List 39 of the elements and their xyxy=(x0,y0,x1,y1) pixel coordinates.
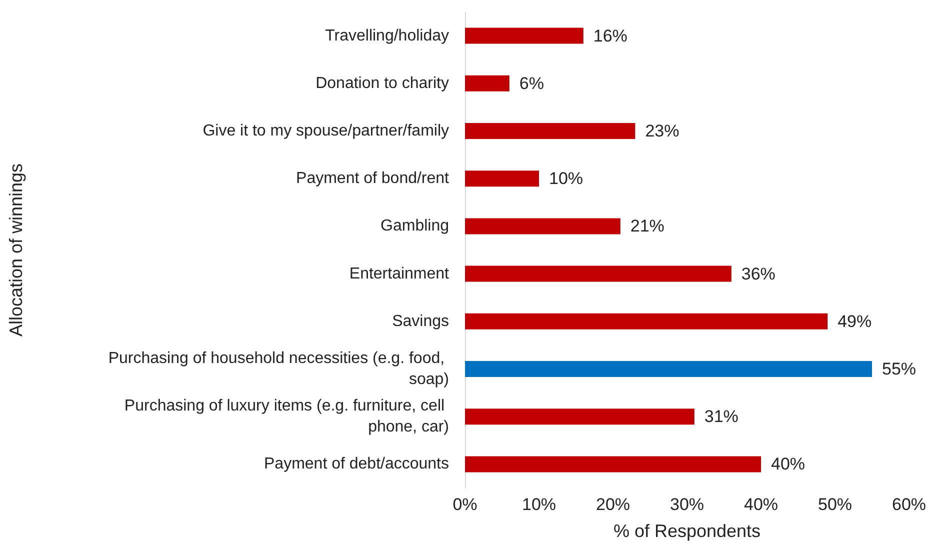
y-tick-label: Purchasing of household necessities (e.g. food, soap) xyxy=(108,350,449,388)
bar xyxy=(465,170,539,187)
bar xyxy=(465,28,584,44)
bar xyxy=(465,313,828,330)
x-tick-label: 0% xyxy=(452,495,478,514)
bar xyxy=(465,361,872,377)
x-tick-label: 10% xyxy=(522,495,556,514)
bar xyxy=(465,456,761,472)
y-axis-title: Allocation of winnings xyxy=(6,163,26,337)
x-tick-label: 40% xyxy=(744,495,778,514)
y-tick-label: Payment of debt/accounts xyxy=(264,456,449,473)
y-tick-label: Purchasing of luxury items (e.g. furniture, cell phone, car) xyxy=(124,398,449,436)
data-label: 6% xyxy=(519,74,544,93)
bar xyxy=(465,123,636,139)
data-label: 21% xyxy=(630,216,664,236)
y-tick-label: Gambling xyxy=(380,218,449,235)
data-label: 10% xyxy=(549,169,584,188)
y-tick-label: Entertainment xyxy=(349,265,450,282)
bar xyxy=(465,218,620,234)
data-label: 55% xyxy=(882,360,916,378)
data-label: 36% xyxy=(741,264,776,284)
x-tick-label: 60% xyxy=(892,495,926,514)
bar xyxy=(465,266,732,282)
data-label: 31% xyxy=(704,407,738,426)
data-label: 16% xyxy=(593,26,628,46)
y-tick-label: Savings xyxy=(392,312,449,330)
x-tick-label: 20% xyxy=(596,495,630,514)
y-tick-label: Give it to my spouse/partner/family xyxy=(202,122,449,140)
data-label: 23% xyxy=(645,122,680,140)
y-tick-label: Travelling/holiday xyxy=(325,27,449,44)
bar xyxy=(465,75,510,92)
x-axis-title: % of Respondents xyxy=(613,521,761,541)
data-label: 40% xyxy=(771,454,806,474)
x-tick-label: 30% xyxy=(670,495,704,514)
x-tick-label: 50% xyxy=(818,495,852,514)
y-tick-label: Donation to charity xyxy=(316,74,449,92)
y-tick-label: Payment of bond/rent xyxy=(296,170,450,188)
data-label: 49% xyxy=(838,312,872,331)
bar xyxy=(465,408,694,425)
